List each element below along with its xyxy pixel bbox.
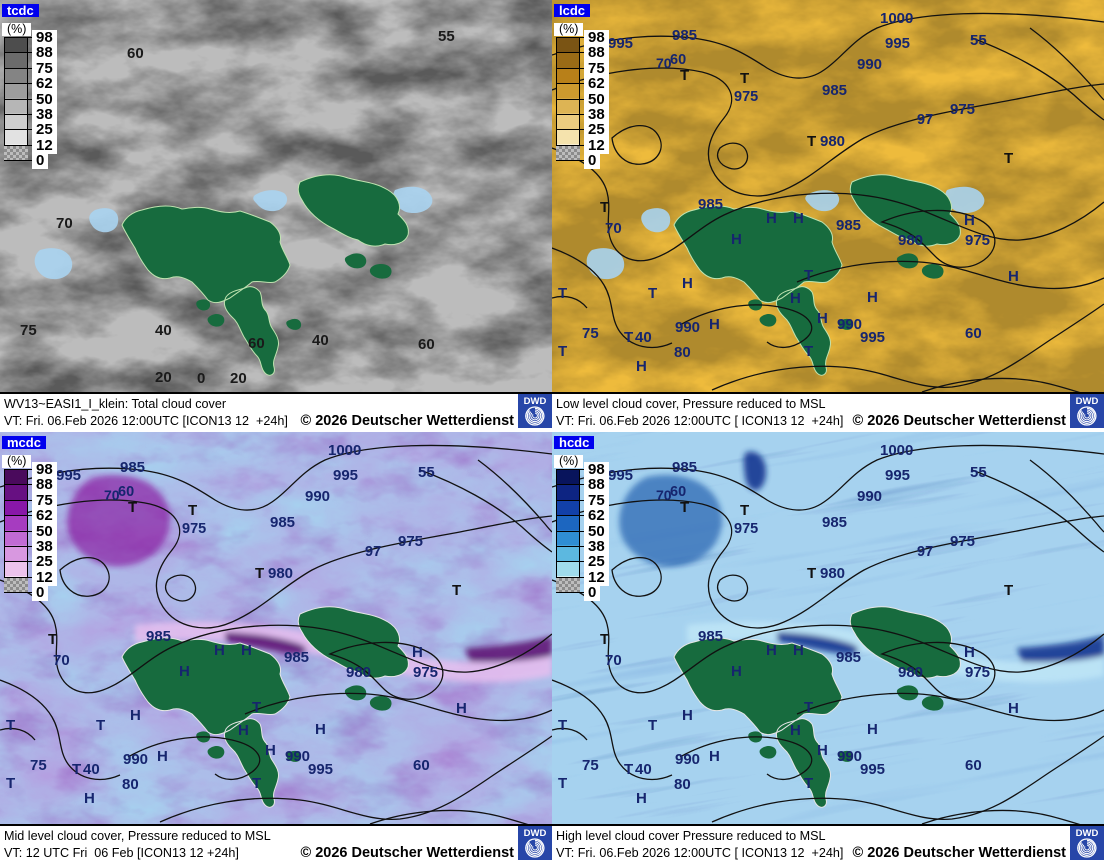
svg-text:75: 75 bbox=[20, 322, 37, 339]
svg-text:55: 55 bbox=[438, 28, 455, 45]
svg-text:60: 60 bbox=[127, 45, 144, 62]
svg-text:60: 60 bbox=[418, 336, 435, 353]
svg-text:60: 60 bbox=[248, 335, 265, 352]
svg-text:20: 20 bbox=[155, 369, 172, 386]
svg-text:40: 40 bbox=[312, 332, 329, 349]
svg-text:40: 40 bbox=[155, 322, 172, 339]
svg-text:0: 0 bbox=[197, 370, 205, 387]
svg-text:20: 20 bbox=[230, 370, 247, 387]
svg-text:70: 70 bbox=[56, 215, 73, 232]
